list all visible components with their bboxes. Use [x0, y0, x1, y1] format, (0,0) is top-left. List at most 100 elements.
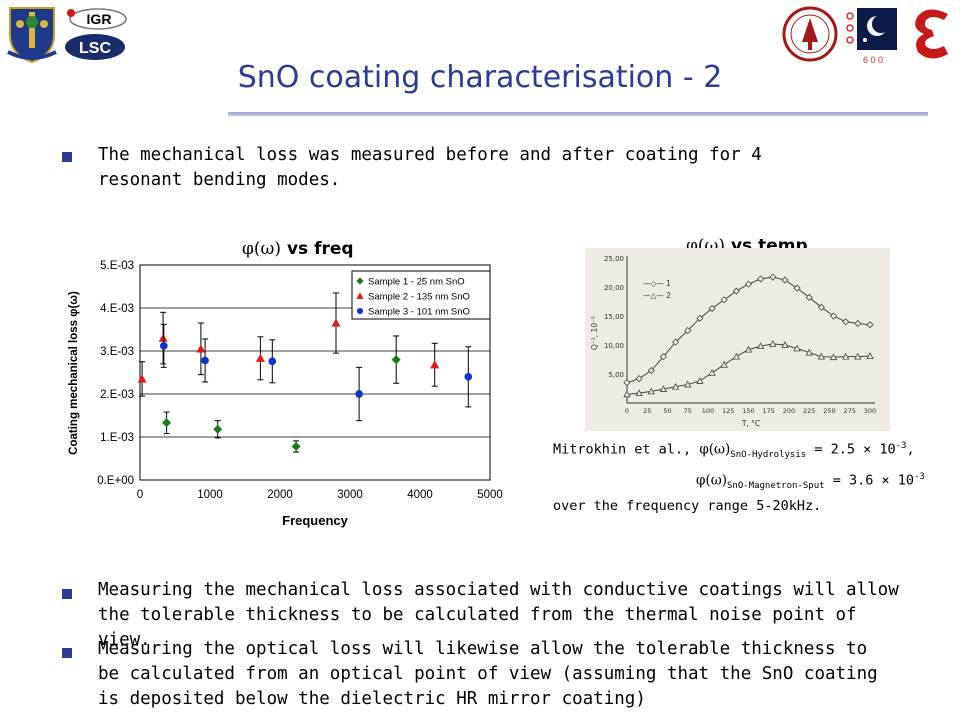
- chart2-point: [781, 341, 789, 348]
- chart1-legend-label: Sample 3 - 101 nm SnO: [368, 307, 470, 318]
- chart2-point: [659, 385, 668, 392]
- bullet-text-2: Measuring the mechanical loss associated…: [98, 580, 899, 650]
- annotation-exp-2: -3: [913, 472, 925, 482]
- chart2-xtick-label: 200: [783, 407, 795, 415]
- chart1-xtick-label: 1000: [197, 489, 223, 501]
- bullet-marker-2: [62, 589, 72, 599]
- chart2-point: [708, 369, 716, 376]
- chart2-xtick-label: 250: [823, 407, 835, 415]
- chart1-point: [430, 360, 440, 369]
- chart2-point: [635, 375, 643, 383]
- chart2-point: [805, 348, 813, 356]
- chart1-point: [137, 374, 147, 383]
- chart2-point: [793, 344, 801, 352]
- annotation-line-2: φ(ω)SnO-Magnetron-Sput = 3.6 × 10-3: [696, 472, 925, 491]
- lsc-logo-text: LSC: [79, 40, 111, 57]
- chart1-point: [159, 342, 168, 350]
- chart2-xtick-label: 225: [803, 407, 815, 415]
- chart1-ytick-label: 2.E-03: [100, 389, 134, 401]
- chart1-legend: Sample 1 - 25 nm SnO Sample 2 - 135 nm Sn…: [351, 270, 491, 320]
- chart2-point: [817, 352, 826, 360]
- chart1-point: [291, 441, 301, 451]
- chart2-point: [647, 387, 655, 395]
- chart1-heading-symbol: φ(ω): [242, 239, 282, 259]
- annotation-symbol-2: φ(ω): [696, 472, 727, 489]
- annotation-sub-2: SnO-Magnetron-Sput: [727, 481, 825, 492]
- chart2-xtick-label: 50: [663, 407, 671, 415]
- chart2-ytick-label: 20,00: [604, 284, 624, 292]
- chart2-point: [756, 342, 765, 350]
- chart2-ylabel: Q⁻¹, 10⁻⁵: [590, 316, 599, 350]
- chart2-xlabel: T, °C: [741, 419, 760, 428]
- frequency-loss-chart: 0 1000 2000 3000 4000 5000 0.E+00 1.E-03 2.E-03…: [68, 260, 503, 528]
- annotation-line-3: over the frequency range 5-20kHz.: [553, 498, 822, 514]
- chart2-ytick-label: 25,00: [604, 255, 624, 263]
- chart1-ytick-label: 0.E+00: [97, 475, 134, 487]
- chart2-point: [793, 284, 801, 292]
- chart2-point: [744, 280, 753, 288]
- bullet-text-3: Measuring the optical loss will likewise…: [98, 639, 878, 709]
- annotation-sub-1: SnO-Hydrolysis: [730, 450, 807, 461]
- chart1-point: [268, 357, 277, 366]
- geo600-logo: 6 0 0: [846, 8, 897, 65]
- chart1-legend-marker: [356, 277, 364, 285]
- chart1-heading-text: vs freq: [286, 239, 354, 259]
- chart1-ylabel: Coating mechanical loss φ(ω): [68, 291, 80, 455]
- bullet-marker-1: [62, 152, 72, 162]
- chart2-xtick-label: 0: [625, 407, 629, 415]
- chart2-point: [829, 353, 838, 361]
- slide-title: SnO coating characterisation - 2: [237, 60, 723, 95]
- chart2-ytick-label: 5,00: [608, 371, 624, 379]
- chart2-ytick-label: 15,00: [604, 313, 624, 321]
- chart1-point: [464, 372, 473, 381]
- chart2-point: [757, 275, 765, 283]
- chart2-point: [817, 303, 825, 311]
- lsc-logo: LSC: [65, 34, 125, 60]
- chart2-point: [769, 273, 777, 281]
- chart1-ytick-label: 3.E-03: [100, 346, 134, 358]
- chart1-xtick-label: 4000: [407, 489, 433, 501]
- title-rule: [228, 112, 928, 116]
- chart2-point: [781, 276, 789, 284]
- chart2-point: [696, 377, 704, 384]
- chart2-point: [684, 380, 692, 388]
- chart1-point: [201, 356, 209, 365]
- chart2-point: [623, 379, 631, 387]
- chart1-xtick-label: 2000: [267, 489, 293, 501]
- chart1-xtick-label: 0: [137, 489, 143, 501]
- chart1-point: [331, 318, 341, 327]
- stylized-g-logo: [915, 9, 948, 59]
- chart2-point: [732, 287, 740, 295]
- chart1-gridlines: [140, 307, 490, 438]
- annotation-value-1: = 2.5 × 10: [814, 441, 896, 458]
- chart2-point: [720, 296, 728, 304]
- chart2-ytick-label: 10,00: [604, 342, 624, 350]
- chart1-ytick-label: 5.E-03: [100, 260, 134, 272]
- chart1-ytick-label: 4.E-03: [100, 303, 134, 315]
- annotation-symbol-1: φ(ω): [699, 441, 731, 458]
- chart1-point: [355, 390, 363, 398]
- chart1-xlabel: Frequency: [282, 513, 349, 528]
- chart2-legend-1: —◇— 1: [643, 279, 671, 288]
- chart2-point: [842, 352, 850, 360]
- chart2-xtick-label: 175: [763, 407, 775, 415]
- chart2-xtick-label: 75: [684, 407, 692, 415]
- chart2-point: [671, 382, 680, 390]
- chart1-legend-marker: [356, 307, 364, 315]
- chart2-point: [635, 389, 643, 397]
- chart2-xtick-label: 150: [742, 407, 754, 415]
- chart1-legend-label: Sample 1 - 25 nm SnO: [368, 277, 465, 288]
- chart2-xtick-label: 25: [643, 407, 651, 415]
- chart2-point: [744, 345, 753, 353]
- chart2-xtick-label: 125: [722, 407, 734, 415]
- chart1-plot-frame: [139, 264, 491, 481]
- bullet-text-1: The mechanical loss was measured before …: [98, 145, 762, 190]
- chart2-point: [854, 319, 862, 328]
- chart2-point: [769, 340, 777, 347]
- chart2-xtick-label: 100: [702, 407, 714, 415]
- stanford-seal-logo: [782, 6, 838, 62]
- chart2-legend-2: —△— 2: [643, 291, 671, 300]
- chart2-point: [720, 360, 728, 368]
- igr-logo: IGR: [67, 8, 127, 30]
- chart2-xtick-label: 275: [844, 407, 856, 415]
